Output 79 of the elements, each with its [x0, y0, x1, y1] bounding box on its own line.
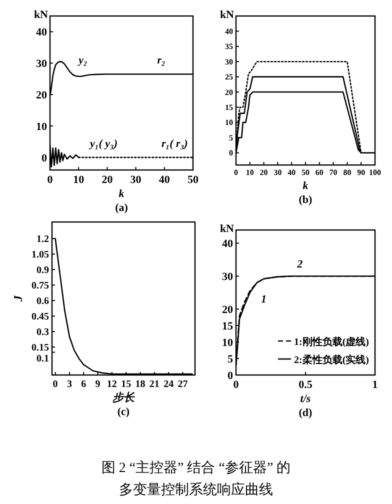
y-tick-label: 20 — [225, 88, 233, 97]
text: (d) — [298, 407, 313, 419]
legend-label: 2:柔性负载(实线) — [294, 354, 369, 366]
y-tick-label: 20 — [222, 304, 234, 316]
y-tick-label: 40 — [222, 238, 234, 250]
x-tick-label: 27 — [178, 379, 188, 390]
x-tick-label: 3 — [66, 379, 72, 390]
x-tick-label: 50 — [302, 168, 310, 177]
y-tick-label: 10 — [36, 120, 48, 133]
x-tick-label: 50 — [188, 174, 199, 186]
y-tick-label: 40 — [36, 26, 48, 39]
x-tick-label: 20 — [260, 168, 268, 177]
y-tick-label: 0.75 — [32, 280, 49, 292]
x-tick-label: 100 — [369, 168, 381, 177]
text: (b) — [298, 194, 313, 206]
x-tick-label: 1 — [372, 379, 378, 391]
x-tick-label: 10 — [73, 174, 85, 186]
text: 多变量控制系统响应曲线 — [119, 482, 273, 498]
x-tick-label: 60 — [315, 168, 324, 177]
y-tick-label: 5 — [229, 133, 233, 142]
text: (a) — [115, 202, 128, 214]
y-tick-label: 15 — [222, 320, 234, 332]
legend-label: 1:刚性负载(虚线) — [294, 336, 369, 348]
annotation: 1 — [261, 294, 267, 306]
x-axis-title: k — [302, 180, 309, 192]
x-axis-title: t/s — [300, 393, 311, 405]
x-tick-label: 21 — [149, 379, 160, 390]
y-tick-label: 0.15 — [32, 342, 49, 354]
y-tick-label: 30 — [225, 57, 233, 66]
y-tick-label: 0.45 — [32, 312, 49, 323]
x-tick-label: 6 — [81, 379, 86, 390]
annotation: r₂ — [157, 54, 166, 67]
x-tick-label: 70 — [329, 168, 338, 177]
x-tick-label: 15 — [121, 379, 132, 390]
y-tick-label: 10 — [222, 336, 234, 349]
y-tick-label: 30 — [36, 58, 48, 70]
annotation: y₁( y₃) — [88, 138, 118, 150]
y-tick-label: 40 — [225, 27, 233, 36]
y-tick-label: 15 — [225, 103, 233, 112]
x-tick-label: 40 — [158, 174, 170, 186]
y-tick-label: 0.6 — [36, 296, 49, 308]
y-tick-label: 35 — [225, 42, 233, 52]
y-tick-label: 0.9 — [36, 265, 49, 276]
x-tick-label: 20 — [102, 174, 114, 186]
annotation: r₁( r₃) — [162, 138, 188, 150]
y-tick-label: 30 — [222, 270, 234, 283]
x-tick-label: 90 — [357, 168, 366, 177]
y-tick-label: 25 — [225, 72, 233, 82]
y-tick-label: 1.05 — [32, 250, 49, 261]
y-tick-label: 0 — [229, 148, 233, 158]
y-tick-label: 5 — [228, 353, 234, 366]
y-tick-label: 0 — [42, 152, 48, 164]
y-tick-label: 1.2 — [36, 234, 49, 246]
x-tick-label: 80 — [343, 168, 352, 177]
x-tick-label: 9 — [95, 379, 100, 390]
y-tick-label: 0.3 — [36, 327, 49, 338]
annotation: 2 — [296, 258, 304, 271]
y-axis-title: kN — [220, 9, 234, 21]
annotation: y₂ — [76, 54, 88, 67]
x-tick-label: 30 — [274, 168, 282, 177]
caption: 图 2 “主控器” 结合 “参征器” 的 — [101, 460, 291, 476]
y-axis-title: J — [11, 294, 25, 302]
x-tick-label: 30 — [130, 174, 142, 186]
y-tick-label: 0 — [228, 370, 234, 382]
x-tick-label: 40 — [288, 168, 296, 177]
x-axis-title: 步长 — [112, 391, 136, 404]
x-tick-label: 12 — [106, 379, 117, 390]
x-axis-title: k — [118, 188, 125, 200]
x-tick-label: 10 — [246, 168, 254, 177]
x-tick-label: 0.5 — [298, 379, 313, 391]
x-tick-label: 0 — [52, 379, 58, 390]
text: (c) — [117, 406, 130, 418]
x-tick-label: 18 — [135, 379, 146, 390]
y-tick-label: 20 — [36, 89, 48, 102]
y-axis-title: kN — [220, 223, 234, 235]
y-axis-title: kN — [34, 9, 48, 21]
x-tick-label: 24 — [164, 379, 174, 390]
y-tick-label: 0.1 — [36, 354, 49, 365]
y-tick-label: 10 — [225, 118, 233, 128]
